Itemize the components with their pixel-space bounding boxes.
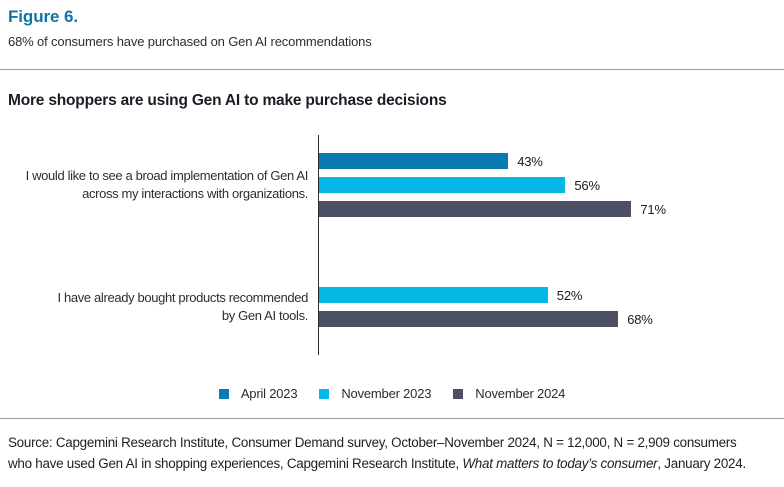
top-divider	[0, 69, 784, 70]
legend-swatch-november-2024	[453, 388, 464, 399]
bar-row: 56%	[319, 177, 784, 193]
bar-november-2023	[319, 177, 566, 193]
bar-row: 52%	[319, 287, 784, 303]
legend-swatch-november-2023	[319, 388, 330, 399]
source-line-2-text: who have used Gen AI in shopping experie…	[8, 455, 463, 471]
bar-value-label: 56%	[574, 177, 600, 193]
source-line-1: Source: Capgemini Research Institute, Co…	[8, 435, 737, 450]
legend-label: April 2023	[240, 386, 298, 401]
bar-november-2023	[319, 287, 548, 303]
source-line-2-end: , January 2024.	[657, 455, 746, 471]
bar-value-label: 52%	[556, 287, 583, 303]
chart-legend: April 2023 November 2023 November 2024	[0, 386, 784, 401]
y-axis-line	[318, 135, 319, 355]
legend-item-november-2024: November 2024	[453, 386, 565, 401]
category-bars: 52% 68%	[318, 287, 784, 327]
figure-header: Figure 6. 68% of consumers have purchase…	[8, 7, 776, 49]
category-group: I have already bought products recommend…	[0, 287, 784, 327]
bottom-divider	[0, 418, 784, 419]
legend-label: November 2023	[341, 386, 432, 401]
category-label: I would like to see a broad implementati…	[25, 168, 309, 201]
legend-item-november-2023: November 2023	[319, 386, 431, 401]
legend-label: November 2024	[475, 386, 566, 401]
category-label: I have already bought products recommend…	[57, 290, 308, 323]
source-report-title: What matters to today’s consumer	[462, 455, 658, 471]
bar-row: 68%	[319, 311, 784, 327]
source-note: Source: Capgemini Research Institute, Co…	[8, 433, 776, 475]
bar-chart: I would like to see a broad implementati…	[0, 135, 784, 355]
bar-value-label: 68%	[627, 311, 653, 327]
bar-value-label: 71%	[640, 201, 666, 217]
source-line-2: who have used Gen AI in shopping experie…	[8, 454, 776, 475]
bar-row: 71%	[319, 201, 784, 217]
figure-number: Figure 6.	[8, 7, 78, 26]
legend-swatch-april-2023	[218, 388, 229, 399]
category-group: I would like to see a broad implementati…	[0, 153, 784, 217]
bar-november-2024	[319, 201, 632, 217]
figure-subtitle: 68% of consumers have purchased on Gen A…	[8, 34, 372, 49]
category-bars: 43% 56% 71%	[318, 153, 784, 217]
chart-title: More shoppers are using Gen AI to make p…	[8, 92, 447, 109]
bar-april-2023	[319, 153, 509, 169]
bar-row: 43%	[319, 153, 784, 169]
bar-november-2024	[319, 311, 619, 327]
legend-item-april-2023: April 2023	[218, 386, 298, 401]
bar-value-label: 43%	[517, 153, 543, 169]
